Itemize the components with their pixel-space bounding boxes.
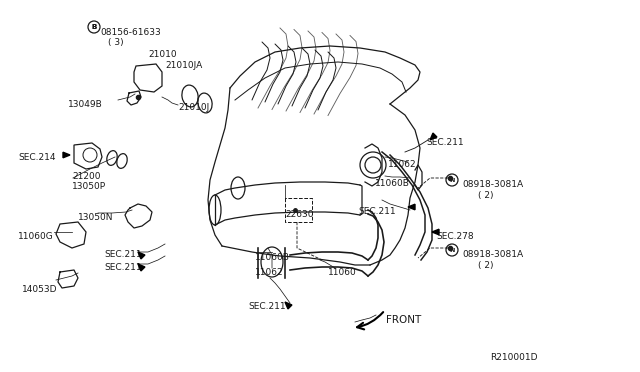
Text: SEC.214: SEC.214 <box>18 153 56 162</box>
Text: 13049B: 13049B <box>68 100 103 109</box>
Text: 13050N: 13050N <box>78 213 113 222</box>
Text: B: B <box>92 24 97 30</box>
Text: SEC.211: SEC.211 <box>104 263 141 272</box>
Text: 08918-3081A: 08918-3081A <box>462 180 523 189</box>
Text: ( 3): ( 3) <box>108 38 124 47</box>
Polygon shape <box>432 229 439 235</box>
Polygon shape <box>285 302 292 309</box>
Text: SEC.211: SEC.211 <box>104 250 141 259</box>
Text: R210001D: R210001D <box>490 353 538 362</box>
Text: ( 2): ( 2) <box>478 191 493 200</box>
Text: 21010J: 21010J <box>178 103 209 112</box>
Polygon shape <box>408 204 415 210</box>
Text: 22630: 22630 <box>285 210 314 219</box>
Text: SEC.211: SEC.211 <box>248 302 285 311</box>
Polygon shape <box>138 264 145 271</box>
Text: 11060B: 11060B <box>375 179 410 188</box>
Text: 13050P: 13050P <box>72 182 106 191</box>
Text: FRONT: FRONT <box>386 315 421 325</box>
Text: 11060B: 11060B <box>255 253 290 262</box>
Text: N: N <box>449 247 454 253</box>
Text: SEC.211: SEC.211 <box>426 138 463 147</box>
Polygon shape <box>138 252 145 259</box>
Text: SEC.211: SEC.211 <box>358 207 396 216</box>
Text: 11062: 11062 <box>388 160 417 169</box>
Text: ( 2): ( 2) <box>478 261 493 270</box>
Text: SEC.278: SEC.278 <box>436 232 474 241</box>
Text: B: B <box>92 24 97 30</box>
Text: 14053D: 14053D <box>22 285 58 294</box>
Polygon shape <box>430 133 437 140</box>
Text: 11062: 11062 <box>255 268 284 277</box>
Text: 08918-3081A: 08918-3081A <box>462 250 523 259</box>
Text: N: N <box>449 177 454 183</box>
Text: 11060G: 11060G <box>18 232 54 241</box>
Text: 21200: 21200 <box>72 172 100 181</box>
Text: 21010JA: 21010JA <box>165 61 202 70</box>
Text: 21010: 21010 <box>148 50 177 59</box>
Text: 08156-61633: 08156-61633 <box>100 28 161 37</box>
Polygon shape <box>63 152 70 158</box>
Text: 11060: 11060 <box>328 268 356 277</box>
